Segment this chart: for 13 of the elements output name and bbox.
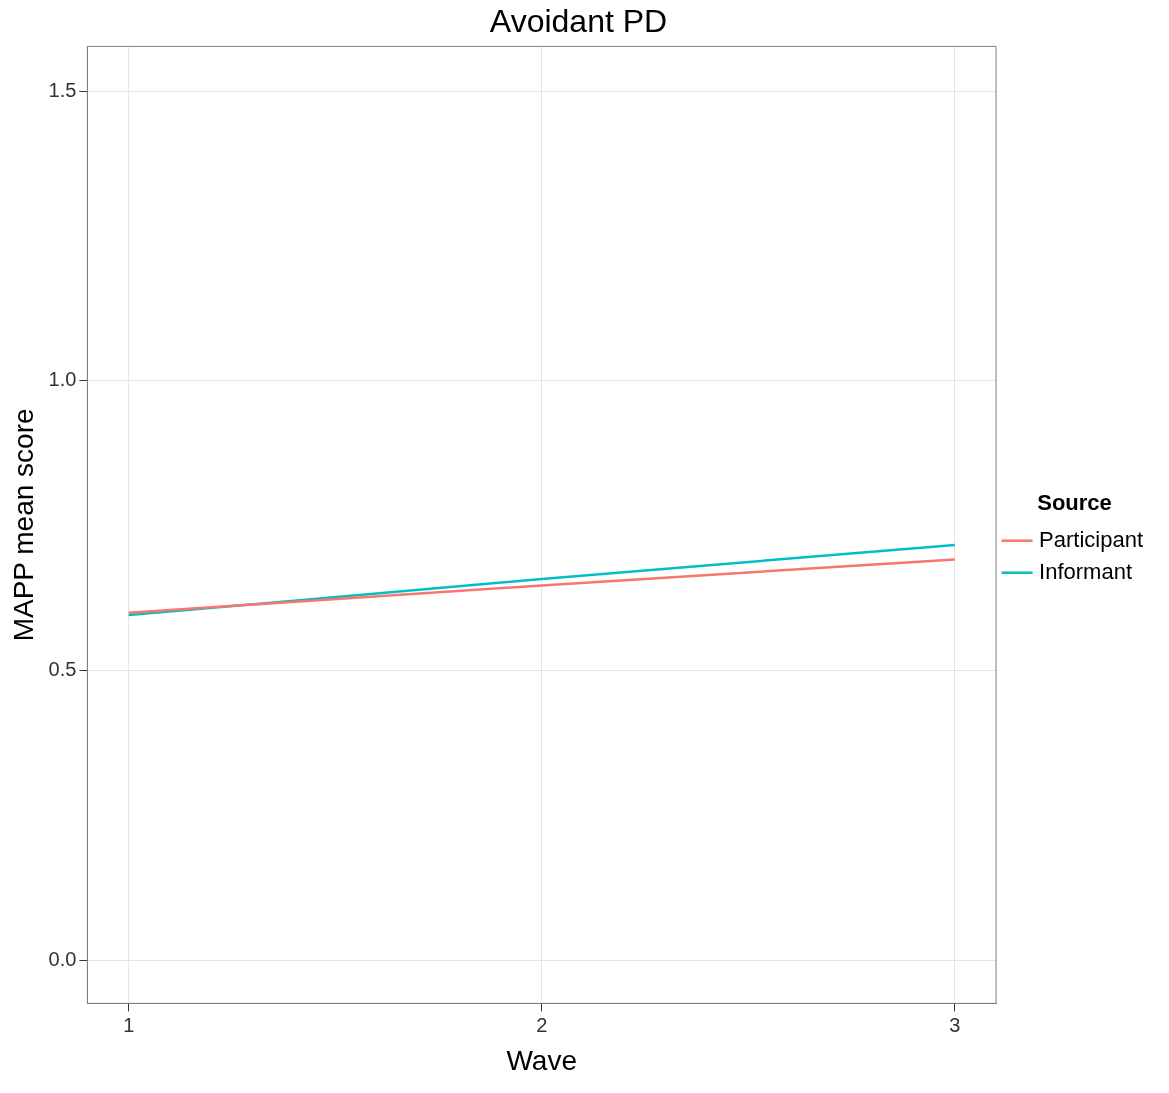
- legend-label: Participant: [1039, 526, 1144, 552]
- legend-label: Informant: [1039, 558, 1132, 584]
- y-tick-label: 1.5: [48, 78, 77, 101]
- chart-title: Avoidant PD: [489, 3, 668, 40]
- x-tick-label: 2: [536, 1013, 548, 1036]
- x-tick-label: 1: [123, 1013, 135, 1036]
- y-tick-label: 1.0: [48, 368, 77, 391]
- x-axis-title: Wave: [506, 1044, 577, 1076]
- legend-title: Source: [1037, 490, 1112, 516]
- x-tick-label: 3: [949, 1013, 961, 1036]
- y-axis-title: MAPP mean score: [7, 408, 39, 642]
- y-tick-label: 0.0: [48, 948, 77, 971]
- y-tick-label: 0.5: [48, 658, 77, 681]
